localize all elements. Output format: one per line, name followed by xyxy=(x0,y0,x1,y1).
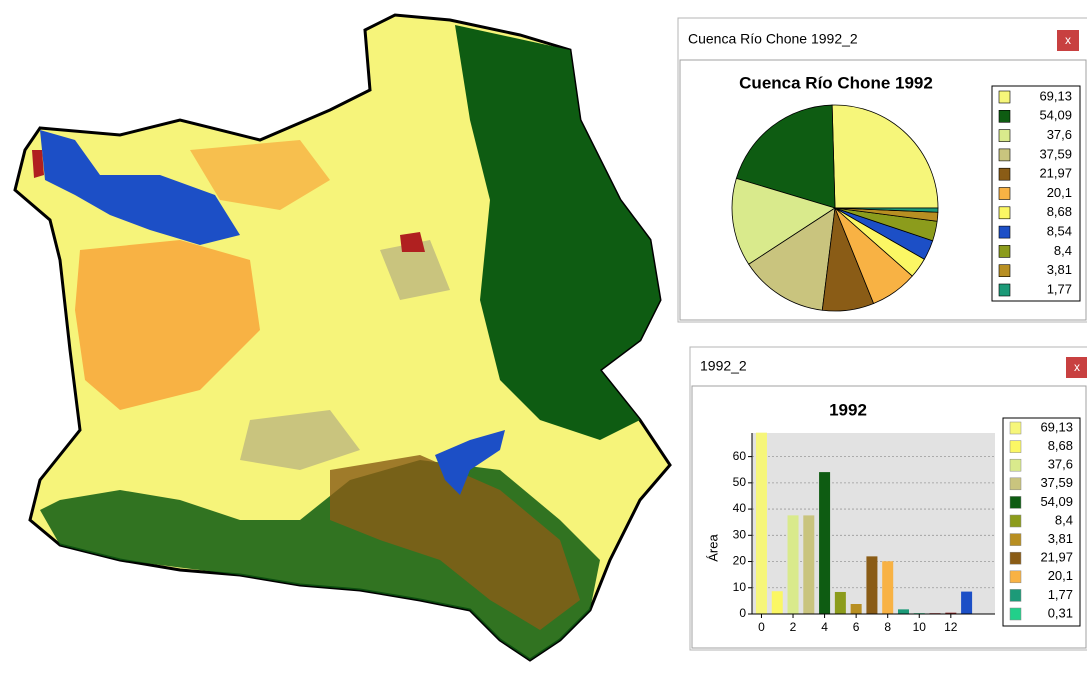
x-tick-label: 10 xyxy=(913,620,927,634)
window-title: 1992_2 xyxy=(700,358,747,374)
bar xyxy=(771,591,783,614)
bar xyxy=(897,609,909,614)
bar xyxy=(866,556,878,614)
legend-swatch xyxy=(1009,570,1022,584)
close-button[interactable] xyxy=(1066,357,1087,378)
legend-swatch xyxy=(998,206,1011,220)
chart-title: Cuenca Río Chone 1992 xyxy=(739,73,933,92)
reservoir xyxy=(40,130,240,245)
khaki-patches xyxy=(240,240,450,470)
forest-east xyxy=(455,25,660,440)
bar xyxy=(945,612,957,614)
y-tick-label: 30 xyxy=(733,527,747,541)
x-tick-label: 0 xyxy=(758,620,765,634)
legend-swatch xyxy=(998,187,1011,200)
legend-label: 20,1 xyxy=(1047,185,1072,200)
legend-label: 69,13 xyxy=(1040,419,1073,434)
legend-label: 3,81 xyxy=(1047,262,1072,277)
legend-swatch xyxy=(998,110,1011,123)
legend-swatch xyxy=(1009,533,1022,546)
pie-slice xyxy=(834,207,939,213)
close-button[interactable] xyxy=(1057,30,1079,51)
y-tick-label: 40 xyxy=(733,501,747,515)
legend-label: 21,97 xyxy=(1040,550,1073,565)
bar xyxy=(850,604,862,614)
legend-swatch xyxy=(1009,421,1022,435)
legend-label: 1,77 xyxy=(1047,281,1072,296)
x-tick-label: 2 xyxy=(790,620,797,634)
legend-label: 54,09 xyxy=(1039,108,1072,123)
legend-swatch xyxy=(998,245,1011,258)
legend-label: 37,59 xyxy=(1039,146,1072,161)
legend-swatch xyxy=(1009,440,1022,453)
bar xyxy=(787,515,799,614)
y-axis-label: Área xyxy=(705,534,720,562)
legend-label: 37,59 xyxy=(1040,475,1073,490)
pie-slice xyxy=(831,104,939,209)
pie-slice xyxy=(731,177,836,265)
legend-swatch xyxy=(998,167,1011,181)
legend-swatch xyxy=(1009,458,1022,472)
map xyxy=(13,13,672,662)
legend-label: 0,31 xyxy=(1048,605,1073,620)
legend-label: 37,6 xyxy=(1047,127,1072,142)
x-tick-label: 12 xyxy=(944,620,958,634)
bar xyxy=(755,432,767,614)
legend-label: 8,4 xyxy=(1054,243,1072,258)
bar xyxy=(882,561,894,614)
x-tick-label: 4 xyxy=(821,620,828,634)
cropland-north xyxy=(190,140,330,210)
legend-swatch xyxy=(998,129,1011,142)
cropland-west xyxy=(75,240,260,410)
legend-swatch xyxy=(998,90,1011,104)
legend-label: 54,09 xyxy=(1040,494,1073,509)
legend-swatch xyxy=(1009,514,1022,528)
legend-label: 37,6 xyxy=(1048,457,1073,472)
legend-swatch xyxy=(998,225,1011,239)
chart-title: 1992 xyxy=(829,400,867,419)
bar xyxy=(961,591,973,614)
legend-label: 3,81 xyxy=(1048,531,1073,546)
pie-slice xyxy=(735,104,836,209)
legend-label: 69,13 xyxy=(1039,88,1072,103)
legend-label: 8,68 xyxy=(1047,204,1072,219)
legend-swatch xyxy=(1009,477,1022,491)
close-label[interactable]: x xyxy=(1065,33,1071,47)
legend-swatch xyxy=(998,283,1011,297)
legend-swatch xyxy=(998,264,1011,278)
y-tick-label: 10 xyxy=(733,580,747,594)
legend-swatch xyxy=(1009,589,1022,602)
bar xyxy=(819,472,831,614)
pie-slice xyxy=(748,207,836,311)
legend-label: 8,54 xyxy=(1047,224,1072,239)
legend-swatch xyxy=(1009,607,1022,621)
y-tick-label: 20 xyxy=(733,554,747,568)
window-title: Cuenca Río Chone 1992_2 xyxy=(688,31,858,47)
brown-south xyxy=(330,455,580,630)
legend-label: 21,97 xyxy=(1039,166,1072,181)
y-tick-label: 50 xyxy=(733,475,747,489)
x-tick-label: 8 xyxy=(884,620,891,634)
legend-label: 8,4 xyxy=(1055,512,1073,527)
legend-label: 1,77 xyxy=(1048,587,1073,602)
legend-swatch xyxy=(998,148,1011,162)
x-tick-label: 6 xyxy=(853,620,860,634)
bar xyxy=(803,515,815,614)
reservoir-south xyxy=(435,430,505,495)
bar xyxy=(834,591,846,614)
y-tick-label: 0 xyxy=(739,606,746,620)
legend-swatch xyxy=(1009,496,1022,509)
y-tick-label: 60 xyxy=(733,449,747,463)
close-label[interactable]: x xyxy=(1074,360,1080,374)
legend-label: 8,68 xyxy=(1048,438,1073,453)
legend-label: 20,1 xyxy=(1048,568,1073,583)
legend-swatch xyxy=(1009,551,1022,565)
